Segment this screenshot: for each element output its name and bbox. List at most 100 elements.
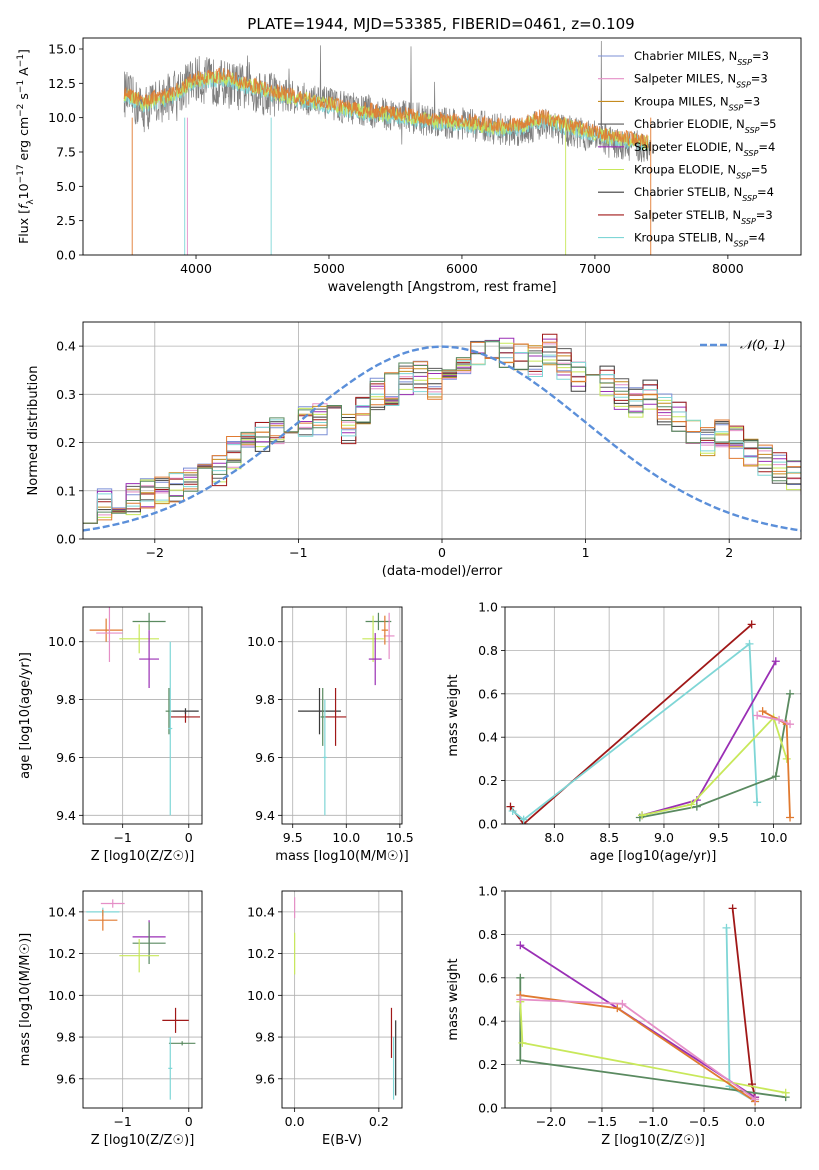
legend-label: Kroupa ELODIE, NSSP=5 (634, 163, 768, 181)
y-tick-label: 0.4 (478, 1014, 498, 1029)
mass-weight-line (512, 642, 758, 821)
y-axis-label: mass weight (446, 674, 461, 756)
x-tick-label: 8000 (712, 261, 744, 276)
axes-frame (504, 890, 802, 1109)
mass-weight-marker (753, 798, 762, 807)
mass-weight-marker (508, 806, 517, 815)
legend-label-count: =5 (760, 117, 777, 131)
legend-label-text: Salpeter STELIB, N (634, 208, 741, 222)
mass-weight-marker (516, 1056, 525, 1065)
x-tick-label: 1 (582, 545, 590, 560)
mass-weight-marker (771, 772, 780, 781)
y-tick-label: 9.4 (56, 808, 76, 823)
y-tick-label: 1.0 (478, 600, 498, 615)
y-tick-label: 0.6 (478, 686, 498, 701)
y-tick-label: 0.0 (56, 248, 76, 263)
mass-weight-marker (782, 754, 791, 763)
mass-weight-marker (745, 639, 754, 648)
y-tick-label: 10.2 (48, 946, 76, 961)
y-tick-label: 10.4 (48, 904, 76, 919)
mass-weight-vs-metallicity-panel: −2.0 −1.5 −1.0 −0.5 0.0 0.0 0.2 0.4 0.6 0.8 1.0 Z [… (446, 884, 802, 1148)
y-axis-label-part: −2 (16, 104, 26, 117)
y-tick-label: 10.4 (247, 904, 275, 919)
x-tick-label: 0.0 (745, 1114, 765, 1129)
x-tick-label: 8.0 (544, 830, 564, 845)
y-tick-label: 0.0 (478, 1101, 498, 1116)
mass-weight-marker (516, 995, 525, 1004)
y-tick-label: 0.8 (478, 643, 498, 658)
y-tick-label: 9.6 (255, 750, 275, 765)
y-tick-label: 10.2 (247, 946, 275, 961)
mass-weight-marker (618, 999, 627, 1008)
x-tick-label: 2 (725, 545, 733, 560)
mass-vs-ebv-panel: 0.0 0.2 9.6 9.8 10.0 10.2 10.4 E(B-V) (247, 890, 403, 1148)
y-axis-label-part: erg cm (16, 117, 31, 165)
mass-weight-marker (692, 802, 701, 811)
y-tick-label: 9.8 (56, 692, 76, 707)
y-tick-label: 0.4 (478, 730, 498, 745)
y-tick-label: 10.0 (247, 988, 275, 1003)
mass-weight-marker (613, 1004, 622, 1013)
mass-weight-marker (751, 1095, 760, 1104)
plot-area (83, 891, 202, 1108)
x-tick-label: 10.0 (332, 830, 360, 845)
plot-area (505, 607, 801, 824)
y-tick-label: 9.6 (255, 1071, 275, 1086)
legend-label: Kroupa STELIB, NSSP=4 (634, 231, 765, 249)
legend-label-subscript: SSP (736, 80, 751, 89)
legend-label-subscript: SSP (742, 194, 757, 203)
legend-label: Chabrier MILES, NSSP=3 (634, 49, 769, 67)
x-tick-label: −0.5 (689, 1114, 719, 1129)
y-tick-label: 0.2 (478, 773, 498, 788)
x-tick-label: −1 (289, 545, 307, 560)
legend-label: Salpeter STELIB, NSSP=3 (634, 208, 773, 226)
mass-weight-line (641, 715, 788, 817)
axes-frame (82, 37, 802, 256)
y-tick-label: 10.0 (48, 110, 76, 125)
mass-weight-marker (775, 715, 784, 724)
y-tick-label: 0.6 (478, 970, 498, 985)
axes-frame (281, 606, 403, 825)
y-tick-label: 9.6 (56, 750, 76, 765)
x-tick-label: 9.5 (709, 830, 729, 845)
axes-frame (82, 890, 203, 1109)
y-tick-label: 0.0 (478, 817, 498, 832)
legend-label-subscript: SSP (737, 58, 752, 67)
residual-histogram-panel: −2 −1 0 1 2 0.0 0.1 0.2 0.3 0.4 (data-model)/error… (26, 321, 802, 579)
legend-label-text: Kroupa ELODIE, N (634, 163, 736, 177)
axes-frame (281, 890, 403, 1109)
x-axis-label: age [log10(age/yr)] (590, 849, 717, 864)
y-axis-label-part: λ (26, 199, 36, 205)
mass-weight-line (731, 908, 756, 1098)
y-axis-label-part: s (16, 93, 31, 104)
y-tick-label: 5.0 (56, 179, 76, 194)
legend-label-subscript: SSP (744, 148, 759, 157)
mass-weight-marker (722, 923, 731, 932)
mass-weight-marker (728, 904, 737, 913)
x-tick-label: 0 (185, 830, 193, 845)
age-vs-metallicity-panel: −1 0 9.4 9.6 9.8 10.0 Z [log10(Z/Z☉)] age [log1… (18, 606, 203, 864)
axes-frame (82, 606, 203, 825)
y-tick-label: 0.1 (56, 483, 76, 498)
mass-weight-marker (516, 973, 525, 982)
y-axis-label-part: −17 (16, 164, 26, 183)
legend-label-subscript: SSP (734, 239, 749, 248)
age-vs-mass-panel: 9.5 10.0 10.5 9.4 9.6 9.8 10.0 mass [log10(M/M☉… (247, 606, 414, 864)
x-tick-label: 9.5 (283, 830, 303, 845)
y-axis-label: Flux [fλ10−17 erg cm−2 s−1 A−1] (16, 49, 36, 244)
legend-label-subscript: SSP (729, 103, 744, 112)
mass-weight-marker (638, 811, 647, 820)
legend-label-text: Chabrier ELODIE, N (634, 117, 745, 131)
x-tick-label: −1.0 (638, 1114, 668, 1129)
y-tick-label: 9.4 (255, 808, 275, 823)
x-tick-label: −2 (146, 545, 164, 560)
y-axis-label: age [log10(age/yr)] (18, 652, 33, 779)
legend-label: Salpeter MILES, NSSP=3 (634, 72, 768, 90)
plot-area (83, 322, 801, 539)
model-spectrum-line (123, 67, 649, 149)
mass-weight-line (509, 623, 753, 824)
y-tick-label: 0.0 (56, 532, 76, 547)
axes-frame (82, 321, 802, 540)
y-tick-label: 0.4 (56, 339, 76, 354)
y-tick-label: 10.0 (48, 634, 76, 649)
